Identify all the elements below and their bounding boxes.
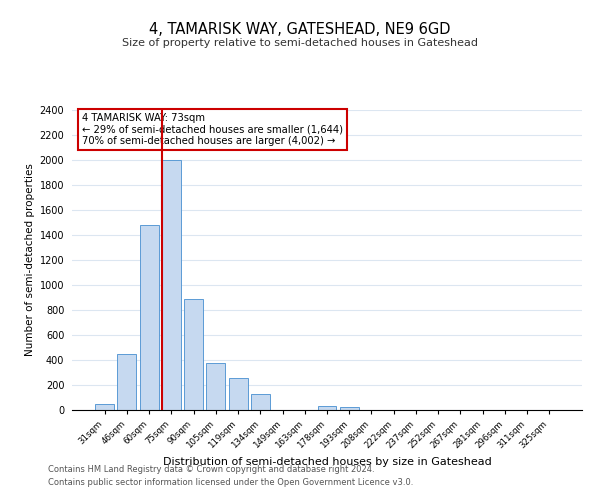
Text: 4, TAMARISK WAY, GATESHEAD, NE9 6GD: 4, TAMARISK WAY, GATESHEAD, NE9 6GD	[149, 22, 451, 38]
Bar	[340, 407, 359, 410]
Bar	[118, 354, 136, 410]
Bar	[184, 298, 203, 410]
Text: Contains public sector information licensed under the Open Government Licence v3: Contains public sector information licen…	[48, 478, 413, 487]
Bar	[95, 404, 114, 410]
Bar	[317, 406, 337, 410]
X-axis label: Distribution of semi-detached houses by size in Gateshead: Distribution of semi-detached houses by …	[163, 457, 491, 467]
Bar	[140, 225, 158, 410]
Bar	[162, 160, 181, 410]
Text: Contains HM Land Registry data © Crown copyright and database right 2024.: Contains HM Land Registry data © Crown c…	[48, 466, 374, 474]
Bar	[229, 378, 248, 410]
Bar	[206, 362, 225, 410]
Text: Size of property relative to semi-detached houses in Gateshead: Size of property relative to semi-detach…	[122, 38, 478, 48]
Y-axis label: Number of semi-detached properties: Number of semi-detached properties	[25, 164, 35, 356]
Bar	[251, 394, 270, 410]
Text: 4 TAMARISK WAY: 73sqm
← 29% of semi-detached houses are smaller (1,644)
70% of s: 4 TAMARISK WAY: 73sqm ← 29% of semi-deta…	[82, 113, 343, 146]
